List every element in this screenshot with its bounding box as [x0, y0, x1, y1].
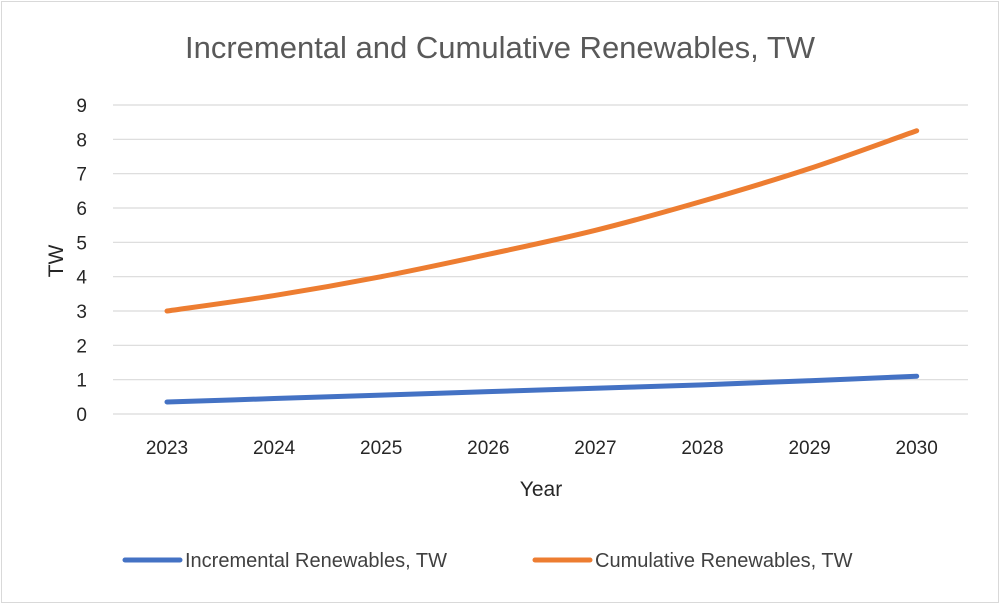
y-tick-label: 9 [76, 96, 87, 117]
x-axis-label: Year [520, 478, 562, 501]
x-tick-label: 2026 [467, 438, 509, 459]
y-tick-labels: 0 1 2 3 4 5 6 7 8 9 [76, 96, 87, 426]
gridlines [113, 104, 968, 415]
legend-label-0: Incremental Renewables, TW [185, 550, 447, 572]
x-tick-labels: 2023 2024 2025 2026 2027 2028 2029 2030 [146, 438, 938, 459]
y-tick-label: 3 [76, 302, 87, 323]
y-axis-label: TW [45, 245, 68, 278]
y-tick-label: 4 [76, 268, 87, 289]
y-tick-label: 7 [76, 165, 87, 186]
x-tick-label: 2023 [146, 438, 188, 459]
x-tick-label: 2029 [788, 438, 830, 459]
y-tick-label: 8 [76, 130, 87, 151]
x-tick-label: 2030 [896, 438, 938, 459]
x-tick-label: 2025 [360, 438, 402, 459]
series-line-1 [164, 128, 920, 314]
chart-title: Incremental and Cumulative Renewables, T… [185, 30, 816, 65]
y-tick-label: 0 [76, 405, 87, 426]
x-tick-label: 2028 [681, 438, 723, 459]
x-tick-label: 2024 [253, 438, 296, 459]
legend-label-1: Cumulative Renewables, TW [595, 550, 853, 572]
y-tick-label: 2 [76, 336, 87, 357]
series-lines [164, 128, 920, 405]
y-tick-label: 5 [76, 233, 87, 254]
series-line-0 [164, 373, 920, 405]
legend: Incremental Renewables, TW Cumulative Ren… [122, 550, 853, 572]
x-tick-label: 2027 [574, 438, 616, 459]
y-tick-label: 1 [76, 371, 87, 392]
y-tick-label: 6 [76, 199, 87, 220]
